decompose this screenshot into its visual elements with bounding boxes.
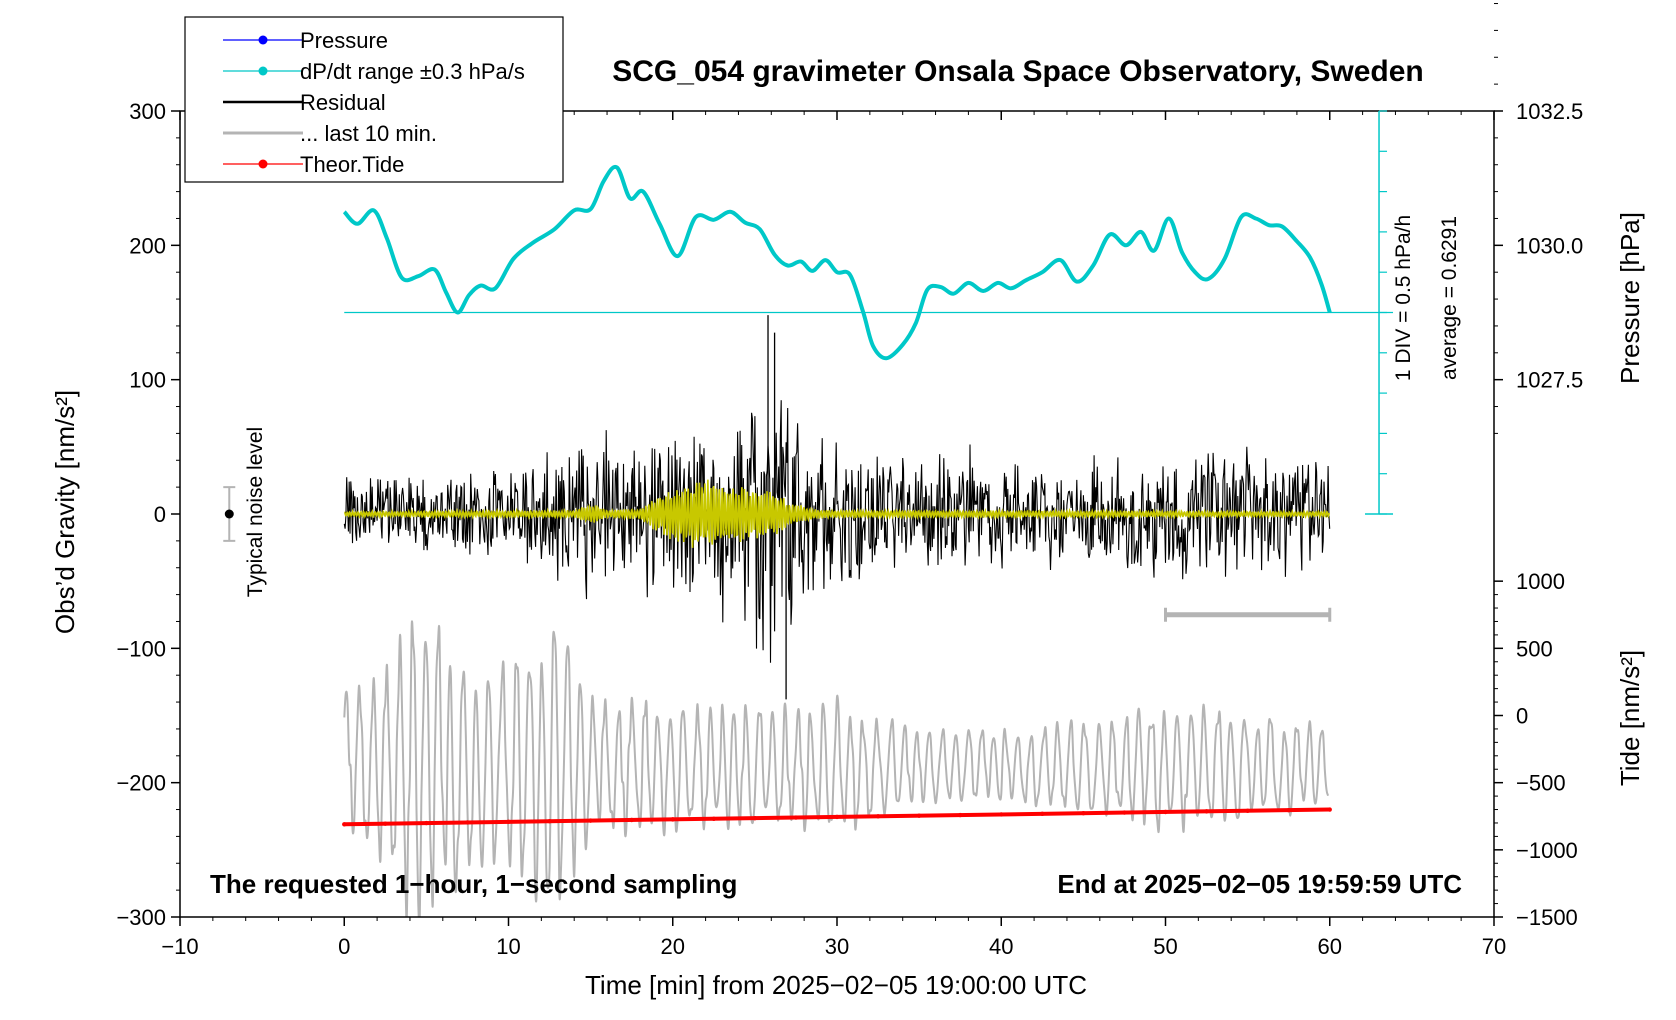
tide-tick-label: 500 — [1516, 636, 1553, 661]
theor-tide-point — [670, 817, 675, 822]
y-tick-label: −100 — [116, 636, 166, 661]
y-axis-label-left: Obs’d Gravity [nm/s²] — [50, 390, 80, 634]
chart-title: SCG_054 gravimeter Onsala Space Observat… — [612, 55, 1424, 88]
end-time-note: End at 2025−02−05 19:59:59 UTC — [1057, 869, 1462, 899]
pressure-point — [607, 97, 611, 101]
noise-level-label: Typical noise level — [244, 427, 267, 597]
legend-label: ... last 10 min. — [300, 121, 437, 146]
theor-tide-point — [588, 818, 593, 823]
tide-tick-label: 1000 — [1516, 569, 1565, 594]
pressure-tick-label: 1032.5 — [1516, 99, 1583, 124]
legend-item: dP/dt range ±0.3 hPa/s — [223, 59, 525, 84]
last-10-min-bar — [1164, 607, 1332, 622]
tide-tick-label: −1500 — [1516, 905, 1578, 930]
theor-tide-point — [1040, 811, 1045, 817]
theor-tide-point — [465, 820, 470, 825]
plot-layer: −10 0 10 20 30 40 50 60 70−300−200−1000100200300… — [116, 3, 1583, 959]
theor-tide-point — [506, 819, 511, 825]
pressure-tick-label: 1030.0 — [1516, 233, 1583, 258]
dpdt-line — [342, 164, 1332, 361]
theor-tide-point — [1163, 809, 1168, 815]
legend-item: Residual — [223, 90, 386, 115]
legend-swatch-marker — [258, 66, 268, 76]
theor-tide-point — [875, 814, 881, 819]
pressure-point — [697, 96, 701, 100]
theor-tide-point — [1327, 807, 1332, 812]
theor-tide-point — [957, 812, 963, 818]
filtered-trace — [343, 479, 1331, 548]
theor-tide-point — [711, 816, 717, 821]
y-tick-label: −200 — [116, 771, 166, 796]
residual-trace — [343, 400, 1331, 663]
theor-tide-point — [752, 815, 758, 821]
theor-tide-point — [1081, 811, 1086, 816]
x-tick-label: 60 — [1318, 934, 1342, 959]
legend-item: Pressure — [223, 28, 388, 53]
x-tick-label: 40 — [989, 934, 1013, 959]
y-tick-label: 300 — [129, 99, 166, 124]
theor-tide-point — [629, 817, 634, 823]
sampling-note: The requested 1−hour, 1−second sampling — [210, 869, 737, 899]
x-axis-label: Time [min] from 2025−02−05 19:00:00 UTC — [585, 970, 1087, 1000]
last-10-min-series — [343, 620, 1330, 917]
pressure-point — [794, 90, 798, 94]
theor-tide-point — [424, 820, 429, 826]
x-tick-label: 70 — [1482, 934, 1506, 959]
noise-bar-dot — [224, 509, 234, 519]
legend-swatch-marker — [258, 159, 268, 169]
x-tick-label: 20 — [661, 934, 685, 959]
y-axis-label-pressure: Pressure [hPa] — [1615, 212, 1645, 384]
legend-label: dP/dt range ±0.3 hPa/s — [300, 59, 525, 84]
tide-tick-label: 0 — [1516, 704, 1528, 729]
x-tick-label: 30 — [825, 934, 849, 959]
x-tick-label: −10 — [161, 934, 198, 959]
y-tick-label: 0 — [154, 502, 166, 527]
legend: Pressure dP/dt range ±0.3 hPa/s Residual..… — [184, 16, 564, 183]
tide-tick-label: −500 — [1516, 771, 1566, 796]
noise-level-bar — [223, 486, 236, 542]
average-label: average = 0.6291 — [1438, 216, 1461, 380]
dpdt-scale — [344, 110, 1394, 515]
div-scale-label: 1 DIV = 0.5 hPa/h — [1392, 215, 1415, 381]
legend-item: Theor.Tide — [223, 152, 404, 177]
legend-swatch-marker — [258, 35, 268, 45]
theor-tide-series — [342, 807, 1332, 827]
pressure-point — [699, 92, 703, 96]
theor-tide-point — [1122, 810, 1127, 815]
pressure-point — [605, 101, 609, 105]
legend-item: ... last 10 min. — [223, 121, 437, 146]
legend-label: Pressure — [300, 28, 388, 53]
last-10-min-trace — [343, 620, 1330, 917]
data-series — [342, 90, 1332, 917]
x-tick-label: 0 — [338, 934, 350, 959]
y-tick-label: 100 — [129, 368, 166, 393]
theor-tide-point — [793, 815, 799, 820]
theor-tide-point — [547, 819, 552, 824]
y-axis-label-tide: Tide [nm/s²] — [1615, 650, 1645, 786]
theor-tide-point — [999, 812, 1004, 817]
filtered-series — [343, 479, 1331, 548]
legend-label: Residual — [300, 90, 386, 115]
x-tick-label: 10 — [496, 934, 520, 959]
legend-box — [184, 16, 564, 183]
tide-tick-label: −1000 — [1516, 838, 1578, 863]
theor-tide-point — [383, 821, 388, 826]
theor-tide-point — [916, 813, 922, 818]
x-tick-label: 50 — [1153, 934, 1177, 959]
theor-tide-point — [1204, 809, 1209, 814]
dpdt-series — [342, 164, 1332, 361]
theor-tide-point — [342, 822, 347, 827]
theor-tide-point — [1286, 807, 1291, 813]
pressure-tick-label: 1027.5 — [1516, 368, 1583, 393]
theor-tide-point — [1245, 808, 1250, 813]
y-tick-label: 200 — [129, 233, 166, 258]
theor-tide-point — [834, 814, 840, 820]
y-tick-label: −300 — [116, 905, 166, 930]
residual-series — [343, 315, 1331, 700]
legend-label: Theor.Tide — [300, 152, 404, 177]
